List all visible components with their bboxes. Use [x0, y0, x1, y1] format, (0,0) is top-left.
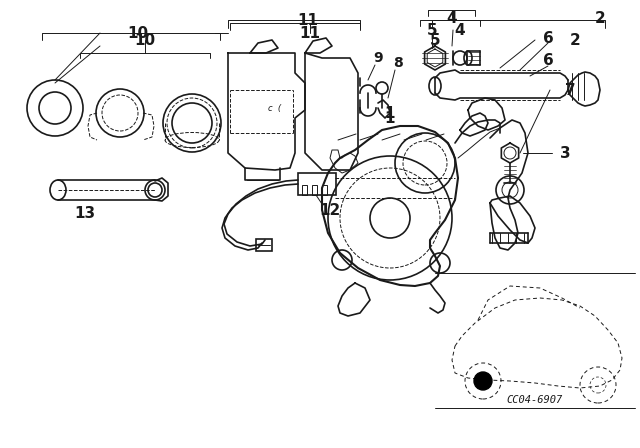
- Text: 5: 5: [429, 33, 440, 47]
- Bar: [322, 185, 327, 195]
- Text: 12: 12: [319, 202, 340, 217]
- Text: 10: 10: [134, 33, 156, 47]
- Text: 5: 5: [427, 22, 437, 38]
- Text: 10: 10: [127, 26, 148, 40]
- Bar: [256, 239, 272, 251]
- Text: 7: 7: [564, 82, 575, 98]
- Text: 4: 4: [454, 22, 465, 38]
- Text: 3: 3: [560, 146, 570, 160]
- Text: 11: 11: [300, 26, 321, 40]
- Text: 6: 6: [543, 30, 554, 46]
- Text: 4: 4: [447, 10, 458, 26]
- Text: 1: 1: [385, 105, 396, 121]
- Text: 8: 8: [393, 56, 403, 70]
- Bar: [312, 185, 317, 195]
- Text: c  (: c (: [268, 103, 282, 112]
- Bar: [302, 185, 307, 195]
- Bar: [298, 173, 336, 195]
- Text: 1: 1: [385, 111, 396, 125]
- Text: 9: 9: [373, 51, 383, 65]
- Text: 2: 2: [595, 10, 605, 26]
- Text: 11: 11: [298, 13, 319, 27]
- Text: CC04-6907: CC04-6907: [507, 395, 563, 405]
- Circle shape: [474, 372, 492, 390]
- Text: 13: 13: [74, 206, 95, 220]
- Text: 6: 6: [543, 52, 554, 68]
- Text: 2: 2: [570, 33, 580, 47]
